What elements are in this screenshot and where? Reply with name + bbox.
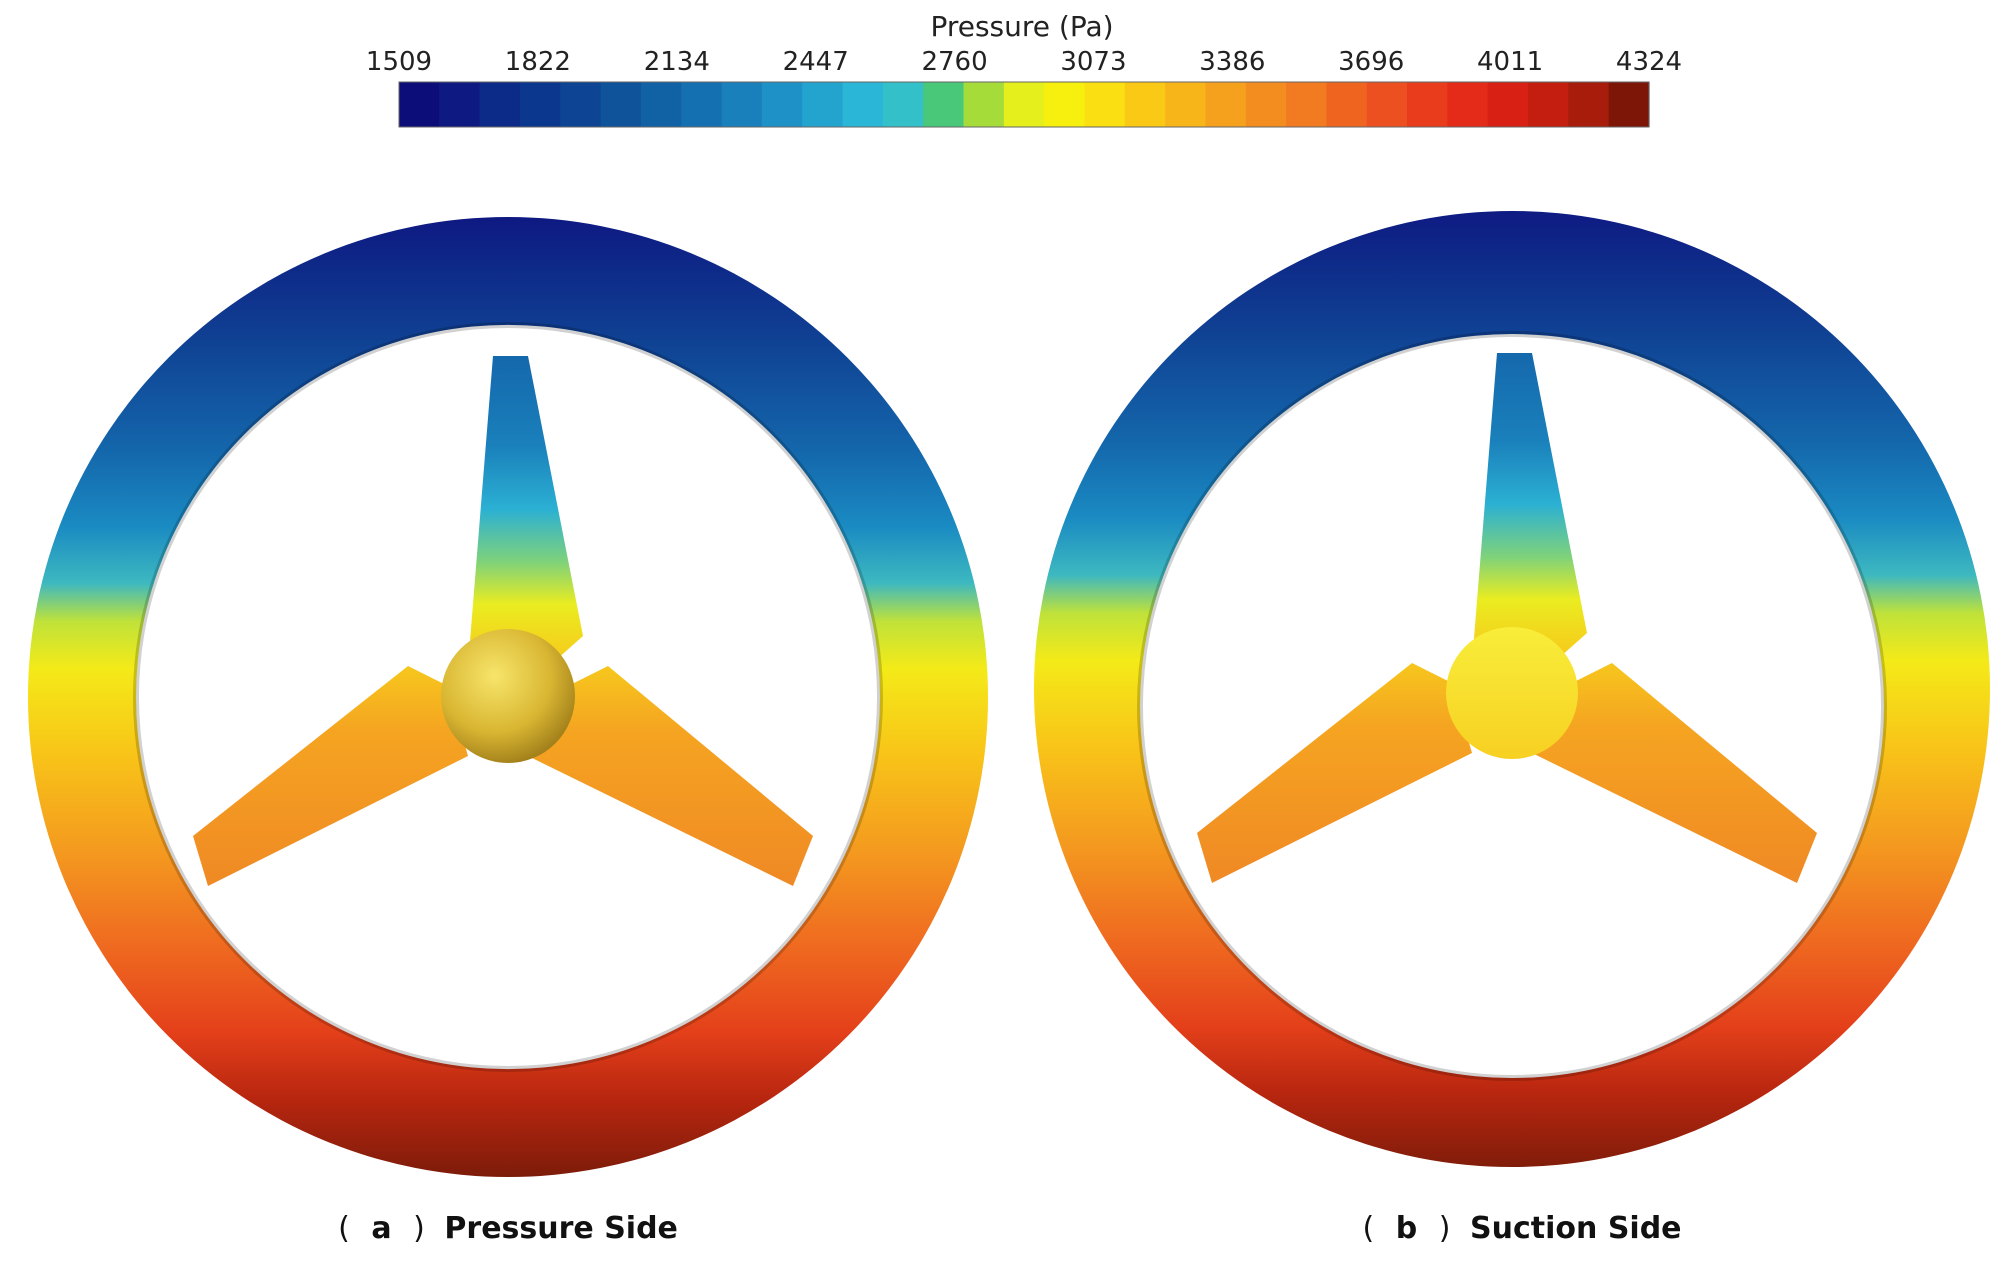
blade-lower-left <box>1197 663 1472 883</box>
caption-open-paren: ( <box>338 1211 350 1246</box>
duct-inner-edge <box>1137 331 1887 1081</box>
duct-inner-edge <box>133 322 883 1072</box>
colorbar-tick-label: 1509 <box>366 47 432 77</box>
colorbar-swatch <box>721 82 763 127</box>
caption-open-paren: ( <box>1362 1211 1374 1246</box>
colorbar-tick-label: 1822 <box>505 47 571 77</box>
colorbar-swatch <box>1487 82 1529 127</box>
colorbar-swatch <box>600 82 642 127</box>
colorbar-swatches <box>399 82 1650 127</box>
colorbar-swatch <box>882 82 924 127</box>
colorbar-swatch <box>1447 82 1489 127</box>
caption-pressure-side: ( a ) Pressure Side <box>338 1211 678 1246</box>
colorbar-swatch <box>560 82 602 127</box>
colorbar-swatch <box>1165 82 1207 127</box>
colorbar-swatch <box>1608 82 1650 127</box>
colorbar-swatch <box>519 82 561 127</box>
colorbar-swatch <box>640 82 682 127</box>
colorbar-swatch <box>399 82 440 127</box>
colorbar-swatch <box>479 82 521 127</box>
suction-side-duct-ring <box>1034 211 1990 1167</box>
colorbar-swatch <box>681 82 723 127</box>
caption-text-b: Suction Side <box>1470 1211 1682 1246</box>
colorbar-tick-label: 4324 <box>1616 47 1682 77</box>
colorbar-swatch <box>842 82 884 127</box>
pressure-side-hub <box>441 629 575 763</box>
blade-lower-left <box>193 666 468 886</box>
colorbar-swatch <box>923 82 965 127</box>
colorbar-swatch <box>1124 82 1166 127</box>
colorbar-swatch <box>761 82 803 127</box>
colorbar-tick-label: 3073 <box>1060 47 1126 77</box>
blade-lower-right <box>528 666 813 886</box>
colorbar-swatch <box>963 82 1005 127</box>
colorbar-swatch <box>1084 82 1126 127</box>
colorbar-swatch <box>1044 82 1086 127</box>
caption-close-paren: ) <box>1439 1211 1451 1246</box>
blade-lower-right <box>1532 663 1817 883</box>
blade-top <box>1472 353 1587 673</box>
colorbar-swatch <box>1366 82 1408 127</box>
caption-suction-side: ( b ) Suction Side <box>1362 1211 1681 1246</box>
colorbar-swatch <box>1286 82 1328 127</box>
colorbar-swatch <box>439 82 481 127</box>
colorbar-tick-label: 3386 <box>1199 47 1265 77</box>
caption-letter-a: a <box>371 1211 391 1246</box>
colorbar-swatch <box>1003 82 1045 127</box>
suction-side-blades <box>1197 353 1817 883</box>
caption-close-paren: ) <box>413 1211 425 1246</box>
colorbar-swatch <box>802 82 844 127</box>
colorbar-swatch <box>1568 82 1610 127</box>
panel-pressure-side: ( a ) Pressure Side <box>28 217 988 1246</box>
colorbar-tick-label: 2447 <box>783 47 849 77</box>
pressure-side-duct-ring <box>28 217 988 1177</box>
colorbar-swatch <box>1528 82 1569 127</box>
blade-top <box>468 356 583 676</box>
panel-suction-side: ( b ) Suction Side <box>1034 211 1990 1246</box>
suction-side-hub <box>1446 627 1578 759</box>
colorbar-swatch <box>1326 82 1368 127</box>
caption-letter-b: b <box>1396 1211 1417 1246</box>
colorbar: Pressure (Pa) 1509 1822 2134 2447 2760 3073 33… <box>366 10 1682 128</box>
colorbar-tick-labels: 1509 1822 2134 2447 2760 3073 3386 3696 4011 4324 <box>366 47 1682 77</box>
colorbar-tick-label: 3696 <box>1338 47 1404 77</box>
colorbar-tick-label: 2134 <box>644 47 710 77</box>
caption-text-a: Pressure Side <box>444 1211 678 1246</box>
pressure-side-blades <box>193 356 813 886</box>
colorbar-swatch <box>1245 82 1287 127</box>
colorbar-swatch <box>1205 82 1247 127</box>
colorbar-swatch <box>1407 82 1448 127</box>
colorbar-title: Pressure (Pa) <box>930 10 1113 43</box>
colorbar-frame <box>398 81 1650 128</box>
colorbar-tick-label: 2760 <box>921 47 987 77</box>
colorbar-tick-label: 4011 <box>1477 47 1543 77</box>
